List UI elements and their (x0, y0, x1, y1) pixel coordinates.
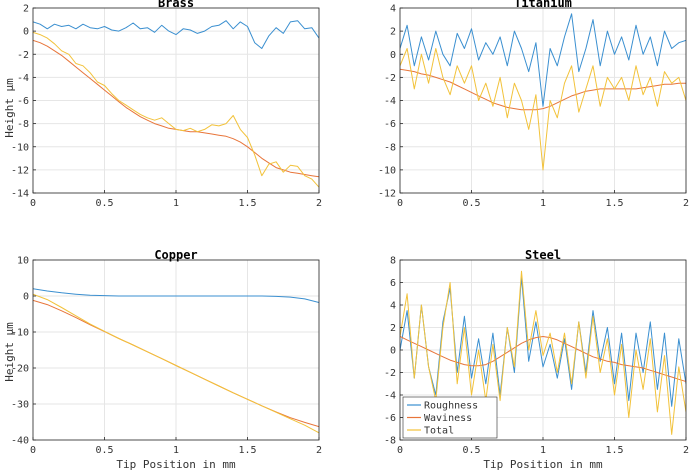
brass-ytick-label: -2 (17, 50, 29, 61)
y-axis-label-top-left: Height µm (3, 78, 16, 138)
x-axis-label-bottom-left: Tip Position in mm (116, 458, 236, 471)
titanium-ytick-label: 0 (390, 50, 396, 61)
titanium-series-roughness (400, 13, 686, 107)
titanium-ytick-label: 4 (390, 4, 396, 15)
copper-series-group (33, 288, 319, 434)
copper-ytick-label: 0 (23, 292, 29, 303)
legend-label-total: Total (424, 426, 454, 437)
brass-ytick-label: -10 (11, 142, 29, 153)
steel-series-total (400, 270, 686, 435)
steel-panel: 0 0.5 1 1.5 2 -8 -6 -4 -2 0 2 4 6 8 Steel (384, 248, 689, 456)
copper-xtick-label: 0.5 (95, 445, 113, 456)
titanium-ytick-label: 2 (390, 27, 396, 38)
steel-ytick-label: -6 (384, 413, 396, 424)
titanium-ytick-label: -10 (378, 165, 396, 176)
titanium-xtick-label: 1 (540, 198, 546, 209)
copper-xtick-label: 1.5 (238, 445, 256, 456)
copper-ytick-label: -20 (11, 364, 29, 375)
steel-ytick-label: -2 (384, 368, 396, 379)
titanium-xtick-label: 0.5 (462, 198, 480, 209)
titanium-panel: 0 0.5 1 1.5 2 -12 -10 -8 -6 -4 -2 0 2 4 Titanium (378, 0, 689, 209)
titanium-ytick-label: -4 (384, 96, 396, 107)
steel-xtick-label: 0.5 (462, 445, 480, 456)
steel-ytick-label: -4 (384, 391, 396, 402)
brass-xtick-label: 0 (30, 198, 36, 209)
brass-ytick-label: -8 (17, 119, 29, 130)
copper-panel: 0 0.5 1 1.5 2 -40 -30 -20 -10 0 10 Copper (11, 248, 322, 456)
titanium-ytick-label: -8 (384, 142, 396, 153)
copper-ytick-label: -30 (11, 400, 29, 411)
steel-series-waviness (400, 336, 686, 382)
steel-xtick-label: 1.5 (605, 445, 623, 456)
titanium-series-waviness (400, 68, 686, 111)
steel-ytick-label: 4 (390, 301, 396, 312)
brass-xtick-label: 0.5 (95, 198, 113, 209)
steel-ytick-label: 0 (390, 346, 396, 357)
titanium-xtick-label: 0 (397, 198, 403, 209)
brass-ytick-label: -12 (11, 165, 29, 176)
copper-ytick-label: 10 (17, 256, 29, 267)
copper-xtick-label: 1 (173, 445, 179, 456)
brass-series-total (33, 31, 319, 188)
copper-xtick-label: 0 (30, 445, 36, 456)
copper-title: Copper (154, 248, 197, 262)
copper-ytick-label: -10 (11, 328, 29, 339)
titanium-series-group (400, 13, 686, 171)
copper-xtick-label: 2 (316, 445, 322, 456)
steel-xtick-label: 1 (540, 445, 546, 456)
brass-xtick-label: 2 (316, 198, 322, 209)
steel-xtick-label: 2 (683, 445, 689, 456)
brass-xtick-label: 1 (173, 198, 179, 209)
titanium-title: Titanium (514, 0, 572, 10)
steel-xtick-label: 0 (397, 445, 403, 456)
titanium-xtick-label: 1.5 (605, 198, 623, 209)
brass-ytick-label: -4 (17, 73, 29, 84)
titanium-xtick-label: 2 (683, 198, 689, 209)
steel-ytick-label: 6 (390, 278, 396, 289)
titanium-series-total (400, 48, 686, 171)
brass-ytick-label: 2 (23, 4, 29, 15)
titanium-ytick-label: -12 (378, 189, 396, 200)
y-axis-label-bottom-left: Height µm (3, 322, 16, 382)
x-axis-label-bottom-right: Tip Position in mm (483, 458, 603, 471)
steel-ytick-label: 8 (390, 256, 396, 267)
brass-panel: 0 0.5 1 1.5 2 -14 -12 -10 -8 -6 -4 -2 0 2 Brass (11, 0, 322, 209)
brass-xtick-label: 1.5 (238, 198, 256, 209)
brass-title: Brass (158, 0, 194, 10)
legend-label-waviness: Waviness (424, 413, 472, 424)
brass-ytick-label: 0 (23, 27, 29, 38)
steel-ytick-label: 2 (390, 323, 396, 334)
titanium-ytick-label: -6 (384, 119, 396, 130)
titanium-ytick-label: -2 (384, 73, 396, 84)
brass-ytick-label: -6 (17, 96, 29, 107)
steel-ytick-label: -8 (384, 436, 396, 447)
brass-ytick-label: -14 (11, 189, 29, 200)
copper-ytick-label: -40 (11, 436, 29, 447)
steel-title: Steel (525, 248, 561, 262)
brass-series-roughness (33, 20, 319, 49)
steel-series-group (400, 270, 686, 435)
brass-series-group (33, 20, 319, 188)
legend-label-roughness: Roughness (424, 401, 478, 412)
copper-series-roughness (33, 288, 319, 303)
copper-series-total (33, 293, 319, 434)
